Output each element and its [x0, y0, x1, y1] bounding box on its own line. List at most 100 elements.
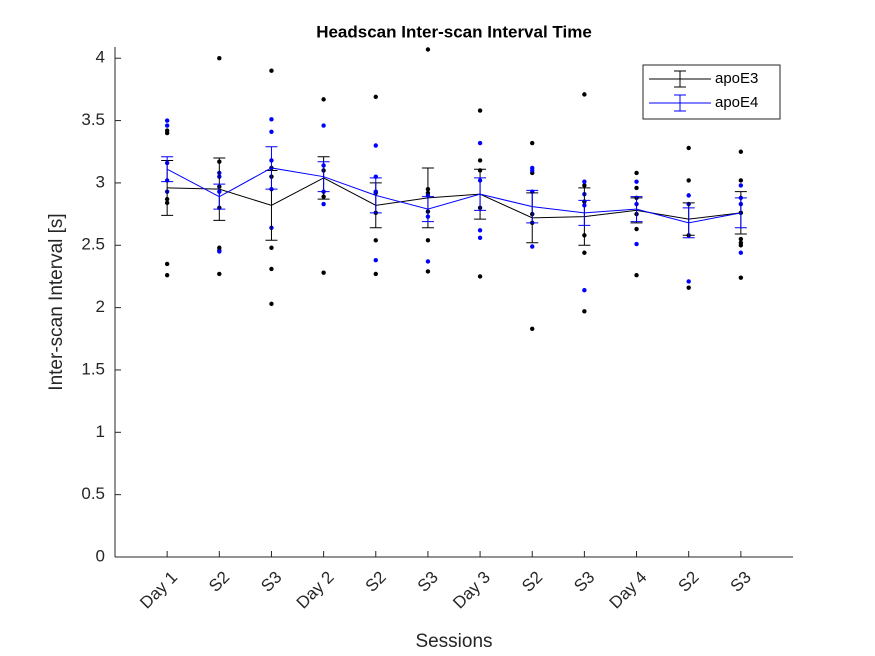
data-point: [321, 201, 326, 207]
data-point: [217, 271, 222, 277]
legend-swatch: [649, 94, 711, 112]
data-point: [530, 168, 535, 173]
data-point: [686, 193, 691, 198]
data-point: [425, 269, 431, 274]
data-point: [738, 250, 744, 255]
data-point: [686, 178, 691, 183]
data-point: [582, 250, 587, 255]
error-bar: [630, 196, 643, 223]
data-point: [269, 129, 274, 134]
data-point: [477, 158, 483, 163]
legend-box: [642, 64, 781, 120]
data-point: [738, 236, 744, 242]
data-point: [373, 94, 378, 100]
error-bar-line: [682, 207, 695, 239]
legend-swatch: [649, 70, 711, 88]
data-point: [425, 259, 431, 264]
data-point: [686, 285, 691, 290]
data-point: [582, 287, 587, 293]
error-bar: [265, 146, 278, 190]
data-point: [321, 123, 326, 128]
data-point: [477, 140, 483, 146]
error-bar-line: [265, 146, 278, 190]
y-tick-label: 1: [96, 422, 105, 441]
data-point: [738, 183, 744, 188]
error-bar-line: [421, 196, 434, 223]
data-point: [477, 228, 483, 233]
data-point: [634, 179, 639, 184]
y-tick-label: 1.5: [81, 359, 105, 378]
y-tick-label: 0.5: [81, 484, 105, 503]
data-point: [164, 130, 170, 136]
data-point: [321, 97, 326, 102]
error-bar-line: [161, 156, 174, 183]
data-point: [738, 149, 744, 154]
data-point: [321, 270, 326, 275]
data-point: [530, 244, 535, 249]
y-tick-label: 0: [96, 546, 105, 565]
data-point: [582, 92, 587, 97]
y-tick-label: 2.5: [81, 235, 105, 254]
data-point: [530, 326, 535, 332]
data-point: [530, 140, 535, 146]
data-point: [164, 261, 170, 267]
error-bar-line: [213, 183, 226, 210]
data-point: [269, 301, 274, 307]
data-point: [634, 226, 639, 232]
data-point: [164, 123, 170, 128]
y-tick-label: 4: [96, 48, 105, 67]
data-point: [373, 258, 378, 263]
error-bar-line: [317, 161, 330, 193]
error-bar: [474, 177, 487, 211]
y-axis-label: Inter-scan Interval [s]: [46, 213, 67, 390]
error-bar: [526, 189, 539, 224]
data-point: [582, 179, 587, 184]
data-point: [686, 145, 691, 151]
data-point: [634, 170, 639, 176]
data-point: [634, 241, 639, 247]
data-point: [269, 68, 274, 73]
data-point: [477, 108, 483, 113]
data-point: [373, 143, 378, 148]
y-tick-label: 3.5: [81, 110, 105, 129]
chart-title: Headscan Inter-scan Interval Time: [316, 22, 592, 41]
data-point: [373, 271, 378, 277]
legend-item: apoE4: [649, 94, 758, 112]
x-axis-label: Sessions: [415, 631, 492, 652]
data-point: [634, 185, 639, 191]
mean-line: [166, 167, 741, 224]
data-point: [738, 243, 744, 248]
data-point: [217, 56, 222, 61]
legend-label: apoE3: [715, 70, 758, 87]
error-bar-line: [369, 177, 382, 214]
error-bar-line: [474, 177, 487, 211]
data-point: [477, 235, 483, 240]
y-tick-label: 2: [96, 297, 105, 316]
data-point: [738, 178, 744, 183]
error-bar: [369, 177, 382, 214]
data-point: [269, 245, 274, 250]
error-bar: [161, 156, 174, 183]
data-point: [738, 275, 744, 280]
error-bar: [682, 207, 695, 239]
legend-item: apoE3: [649, 70, 758, 88]
data-point: [634, 272, 639, 278]
error-bar-line: [526, 189, 539, 224]
data-point: [164, 118, 170, 123]
error-bar: [421, 196, 434, 223]
error-bar: [213, 183, 226, 210]
error-bar: [317, 161, 330, 193]
data-point: [582, 183, 587, 188]
data-point: [217, 249, 222, 254]
y-tick-label: 3: [96, 172, 105, 191]
legend-label: apoE4: [715, 94, 758, 111]
data-point: [269, 266, 274, 272]
data-point: [425, 47, 431, 52]
error-bar-line: [578, 199, 591, 226]
data-point: [582, 309, 587, 314]
data-point: [425, 238, 431, 243]
data-point: [477, 274, 483, 279]
data-point: [686, 279, 691, 284]
error-bar: [734, 197, 747, 229]
